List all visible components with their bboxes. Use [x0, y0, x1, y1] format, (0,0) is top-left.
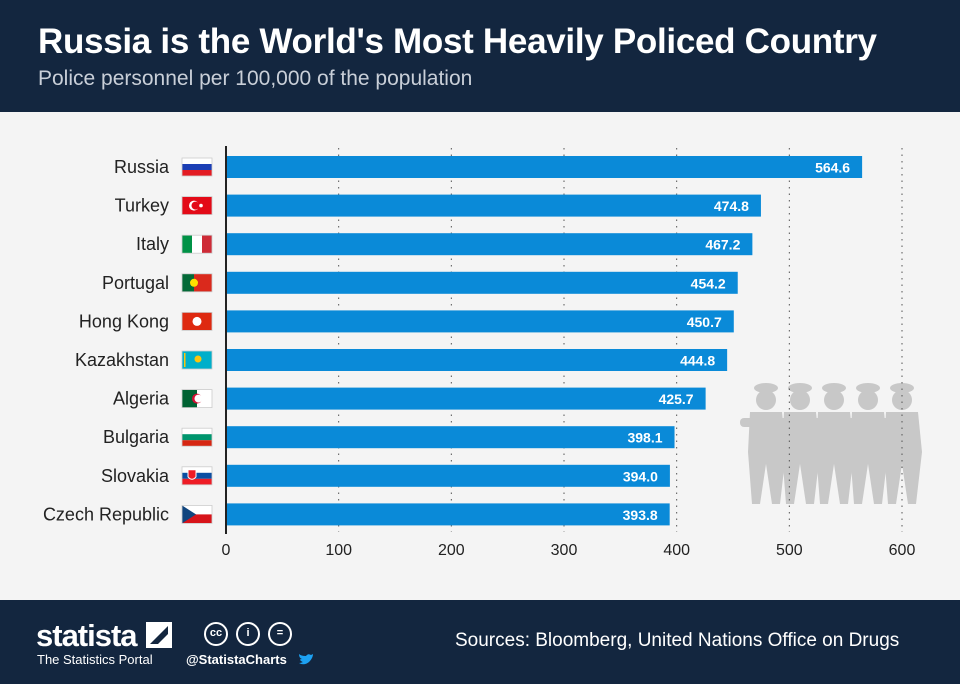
- flag-algeria-icon: [181, 389, 213, 409]
- data-label: 467.2: [705, 237, 740, 253]
- tagline: The Statistics Portal: [37, 652, 153, 667]
- bar: [226, 387, 706, 410]
- attribution-icon: i: [236, 622, 260, 646]
- bar: [226, 156, 863, 178]
- police-officers-illustration: [740, 383, 922, 504]
- x-tick-label: 0: [222, 542, 231, 559]
- data-label: 474.8: [714, 198, 749, 214]
- flag-slovakia-icon: [181, 466, 213, 486]
- flag-italy-icon: [181, 234, 213, 254]
- category-label: Bulgaria: [103, 427, 170, 447]
- bar: [226, 349, 728, 371]
- flag-hong-kong-icon: [181, 311, 213, 331]
- x-tick-label: 500: [776, 542, 803, 559]
- category-label: Czech Republic: [43, 504, 169, 524]
- data-label: 564.6: [815, 160, 850, 176]
- no-derivatives-icon: =: [268, 622, 292, 646]
- x-tick-label: 100: [325, 542, 352, 559]
- flag-russia-icon: [181, 157, 213, 177]
- category-label: Turkey: [115, 196, 169, 216]
- bar: [226, 310, 734, 333]
- bar: [226, 464, 670, 487]
- category-label: Italy: [136, 234, 169, 254]
- category-label: Hong Kong: [79, 311, 169, 331]
- sources: Sources: Bloomberg, United Nations Offic…: [455, 630, 900, 651]
- twitter-icon[interactable]: [298, 653, 314, 666]
- x-tick-label: 600: [889, 542, 916, 559]
- flag-turkey-icon: [181, 196, 213, 215]
- data-label: 393.8: [623, 507, 658, 523]
- flag-kazakhstan-icon: [181, 350, 213, 370]
- bar: [226, 271, 738, 294]
- x-tick-label: 300: [551, 542, 578, 559]
- bar: [226, 503, 670, 526]
- flag-bulgaria-icon: [181, 427, 213, 447]
- flag-czech-republic-icon: [181, 504, 213, 524]
- x-tick-label: 400: [663, 542, 690, 559]
- data-label: 444.8: [680, 353, 715, 369]
- bar: [226, 194, 761, 217]
- header: Russia is the World's Most Heavily Polic…: [0, 0, 960, 112]
- cc-icon: cc: [204, 622, 228, 646]
- chart-subtitle: Police personnel per 100,000 of the popu…: [38, 67, 473, 90]
- flag-portugal-icon: [181, 273, 213, 293]
- data-label: 454.2: [691, 275, 726, 291]
- statista-logo-icon: [146, 622, 172, 648]
- data-label: 425.7: [659, 391, 694, 407]
- category-label: Algeria: [113, 389, 170, 409]
- data-label: 398.1: [627, 430, 662, 446]
- data-label: 394.0: [623, 468, 658, 484]
- twitter-handle[interactable]: @StatistaCharts: [186, 652, 287, 667]
- x-tick-label: 200: [438, 542, 465, 559]
- chart-title: Russia is the World's Most Heavily Polic…: [38, 22, 877, 61]
- bar: [226, 426, 675, 449]
- bar-chart: 0 100 200 300 400 500 600 Russia 564.6 Turkey 474.…: [43, 146, 922, 559]
- category-label: Kazakhstan: [75, 350, 169, 370]
- category-label: Slovakia: [101, 466, 170, 486]
- footer: statista The Statistics Portal cc i = @S…: [0, 600, 960, 684]
- data-label: 450.7: [687, 314, 722, 330]
- bar: [226, 233, 753, 256]
- category-label: Russia: [114, 157, 170, 177]
- statista-logo[interactable]: statista: [36, 618, 138, 653]
- category-label: Portugal: [102, 273, 169, 293]
